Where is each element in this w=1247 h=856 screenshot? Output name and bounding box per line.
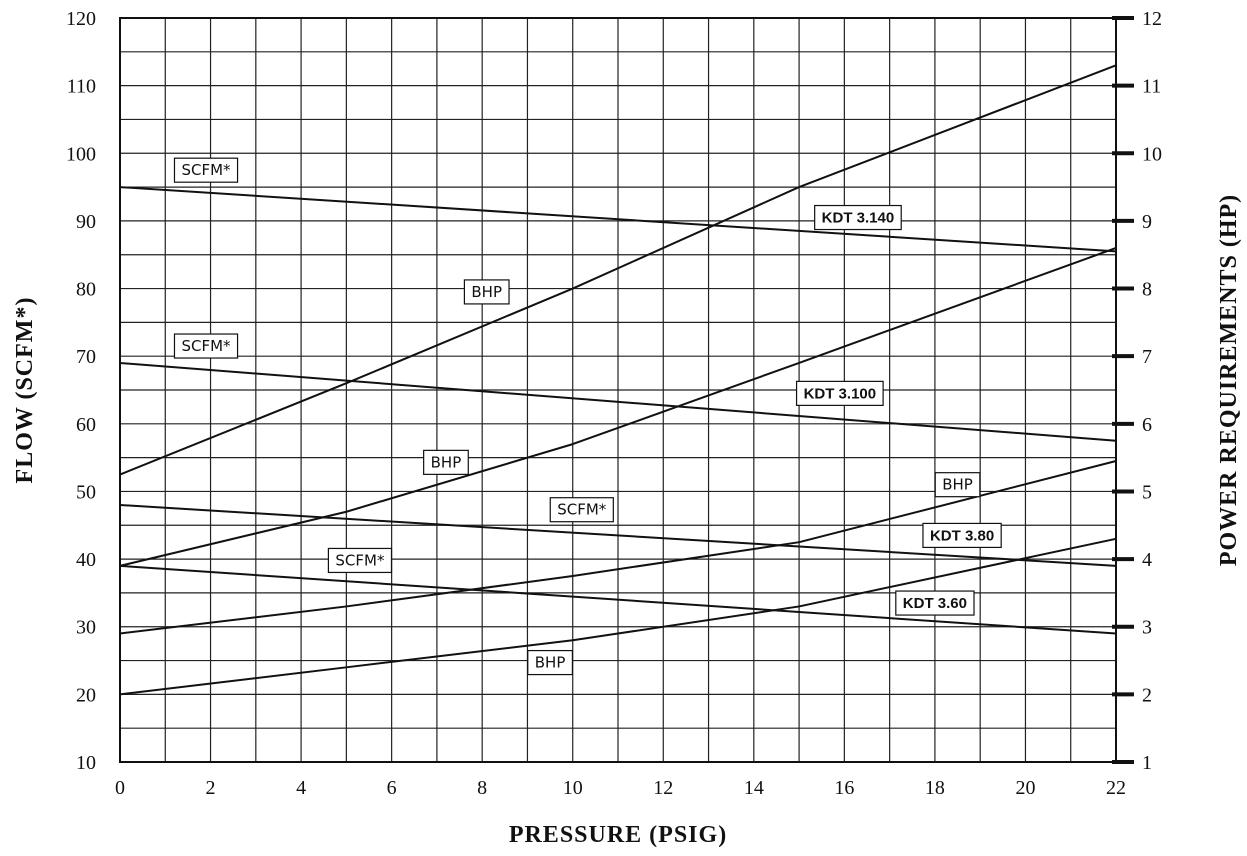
y2-tick-label: 12 <box>1142 8 1162 30</box>
x-tick-label: 14 <box>744 777 764 799</box>
curve-label-box <box>173 333 239 359</box>
curve-label-box <box>423 449 469 475</box>
curve-label-box <box>173 157 239 183</box>
bhp-line <box>119 247 1117 567</box>
series-label: BHP <box>463 279 510 305</box>
y2-tick-label: 10 <box>1142 143 1162 165</box>
curve-label-text: SCFM* <box>557 501 607 519</box>
curve-label-text: BHP <box>535 654 566 672</box>
y-tick-label: 70 <box>76 346 96 368</box>
y-tick-label: 10 <box>76 752 96 774</box>
y2-tick-label: 6 <box>1142 414 1152 436</box>
y2-tick-label: 1 <box>1142 752 1152 774</box>
series-label: BHP <box>527 649 574 676</box>
y2-tick-label: 9 <box>1142 211 1152 233</box>
y-tick-labels: 10 20 30 40 50 60 70 80 90 100 110 120 <box>66 8 96 774</box>
y2-tick-label: 3 <box>1142 617 1152 639</box>
x-tick-label: 18 <box>925 777 945 799</box>
y2-tick-label: 4 <box>1142 549 1152 571</box>
y-tick-label: 110 <box>67 76 96 98</box>
curve-label-box <box>895 590 975 616</box>
scfm-line <box>119 503 1117 567</box>
series-label: BHP <box>423 449 469 475</box>
y-tick-label: 50 <box>76 481 96 503</box>
series-label: BHP <box>934 472 981 498</box>
bhp-line <box>119 460 1117 635</box>
series-label: SCFM* <box>327 547 393 574</box>
scfm-line <box>119 564 1117 635</box>
curve-label-text: KDT 3.100 <box>804 385 877 402</box>
curve-label-text: BHP <box>471 283 502 301</box>
y2-tick-label: 8 <box>1142 279 1152 301</box>
bhp-line <box>119 64 1117 476</box>
x-tick-label: 22 <box>1106 777 1126 799</box>
y-tick-label: 120 <box>66 8 96 30</box>
horizontal-gridlines <box>120 51 1116 729</box>
model-label: KDT 3.140 <box>814 204 902 231</box>
curve-label-text: BHP <box>942 476 973 494</box>
x-tick-label: 6 <box>387 777 397 799</box>
curve-label-box <box>795 380 884 406</box>
y-tick-label: 80 <box>76 279 96 301</box>
curve-label-box <box>327 547 393 574</box>
bhp-line <box>119 537 1117 696</box>
scfm-line <box>119 361 1117 442</box>
x-tick-label: 12 <box>653 777 673 799</box>
x-tick-labels: 0 2 4 6 8 10 12 14 16 18 20 22 <box>115 777 1126 799</box>
y-tick-label: 40 <box>76 549 96 571</box>
model-label: KDT 3.60 <box>895 590 975 616</box>
curve-label-box <box>814 204 902 231</box>
y-tick-label: 20 <box>76 684 96 706</box>
x-tick-label: 20 <box>1015 777 1035 799</box>
model-label: KDT 3.80 <box>922 522 1002 549</box>
x-tick-label: 4 <box>296 777 306 799</box>
curve-label-box <box>922 522 1002 549</box>
curve-labels: SCFM* KDT 3.140 BHP SCFM* KDT 3.100 BHP BHP SCF… <box>173 157 1002 676</box>
curve-label-box <box>549 497 614 523</box>
y2-tick-label: 2 <box>1142 684 1152 706</box>
series-label: SCFM* <box>173 157 239 183</box>
scfm-line <box>119 186 1117 253</box>
y-axis-title: FLOW (SCFM*) <box>12 297 38 484</box>
y-tick-label: 100 <box>66 143 96 165</box>
curve-label-text: SCFM* <box>181 161 231 179</box>
x-tick-label: 16 <box>834 777 854 799</box>
y-tick-label: 90 <box>76 211 96 233</box>
y-tick-label: 60 <box>76 414 96 436</box>
curve-label-text: SCFM* <box>335 551 385 569</box>
x-tick-label: 2 <box>206 777 216 799</box>
x-tick-label: 0 <box>115 777 125 799</box>
curve-label-text: KDT 3.60 <box>903 595 967 612</box>
x-axis-title: PRESSURE (PSIG) <box>509 822 727 848</box>
series-label: SCFM* <box>549 497 614 523</box>
y2-axis-title: POWER REQUIREMENTS (HP) <box>1216 194 1242 566</box>
x-tick-label: 10 <box>563 777 583 799</box>
model-label: KDT 3.100 <box>795 380 884 406</box>
curve-label-box <box>934 472 981 498</box>
curve-label-box <box>527 649 574 676</box>
plot-frame <box>119 17 1117 763</box>
y2-tick-label: 5 <box>1142 481 1152 503</box>
y-tick-label: 30 <box>76 617 96 639</box>
curve-label-text: BHP <box>431 453 462 471</box>
curve-label-text: KDT 3.140 <box>822 210 895 227</box>
curve-label-box <box>463 279 510 305</box>
y2-tick-label: 7 <box>1142 346 1152 368</box>
y2-tick-label: 11 <box>1142 76 1161 98</box>
curve-label-text: KDT 3.80 <box>930 527 994 544</box>
curve-label-text: SCFM* <box>181 337 231 355</box>
series-lines <box>119 64 1117 696</box>
series-label: SCFM* <box>173 333 239 359</box>
x-tick-label: 8 <box>477 777 487 799</box>
